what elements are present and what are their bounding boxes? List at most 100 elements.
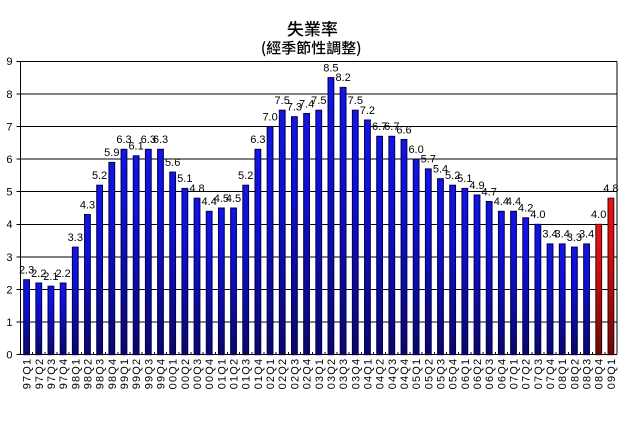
svg-text:5.7: 5.7 xyxy=(421,154,436,166)
svg-text:5.1: 5.1 xyxy=(177,173,192,185)
svg-text:97Q2: 97Q2 xyxy=(34,359,46,389)
svg-text:4.4: 4.4 xyxy=(506,196,521,208)
svg-text:4.7: 4.7 xyxy=(482,186,497,198)
svg-text:00Q2: 00Q2 xyxy=(180,359,192,389)
svg-text:7.0: 7.0 xyxy=(262,111,277,123)
svg-text:7.2: 7.2 xyxy=(360,105,375,117)
svg-text:8.2: 8.2 xyxy=(335,72,350,84)
svg-text:6.3: 6.3 xyxy=(141,134,156,146)
svg-text:4.2: 4.2 xyxy=(518,203,533,215)
svg-text:02Q3: 02Q3 xyxy=(289,359,301,389)
svg-text:5.9: 5.9 xyxy=(104,147,119,159)
svg-text:5.4: 5.4 xyxy=(433,164,448,176)
svg-text:99Q1: 99Q1 xyxy=(119,359,131,389)
svg-text:2.2: 2.2 xyxy=(55,268,70,280)
svg-text:07Q3: 07Q3 xyxy=(533,359,545,389)
svg-text:6.7: 6.7 xyxy=(372,121,387,133)
svg-text:8.5: 8.5 xyxy=(323,62,338,74)
svg-text:8: 8 xyxy=(6,89,12,101)
svg-text:5.2: 5.2 xyxy=(92,170,107,182)
svg-text:2.1: 2.1 xyxy=(43,271,58,283)
svg-text:06Q1: 06Q1 xyxy=(460,359,472,389)
svg-text:9: 9 xyxy=(6,56,12,68)
svg-text:07Q1: 07Q1 xyxy=(509,359,521,389)
svg-text:99Q3: 99Q3 xyxy=(143,359,155,389)
svg-text:99Q2: 99Q2 xyxy=(131,359,143,389)
svg-text:03Q1: 03Q1 xyxy=(314,359,326,389)
svg-text:0: 0 xyxy=(6,350,12,362)
svg-text:6.7: 6.7 xyxy=(384,121,399,133)
svg-text:04Q1: 04Q1 xyxy=(362,359,374,389)
svg-text:6.6: 6.6 xyxy=(396,124,411,136)
svg-text:06Q2: 06Q2 xyxy=(472,359,484,389)
svg-text:97Q1: 97Q1 xyxy=(22,359,34,389)
svg-text:98Q4: 98Q4 xyxy=(107,359,119,389)
svg-text:7.5: 7.5 xyxy=(348,95,363,107)
svg-text:00Q3: 00Q3 xyxy=(192,359,204,389)
svg-text:4.8: 4.8 xyxy=(189,183,204,195)
svg-text:6.3: 6.3 xyxy=(153,134,168,146)
svg-text:98Q1: 98Q1 xyxy=(70,359,82,389)
svg-text:2.3: 2.3 xyxy=(19,265,34,277)
svg-text:6: 6 xyxy=(6,154,12,166)
svg-text:4.0: 4.0 xyxy=(530,209,545,221)
svg-text:4.3: 4.3 xyxy=(80,199,95,211)
svg-text:6.3: 6.3 xyxy=(116,134,131,146)
svg-text:97Q4: 97Q4 xyxy=(58,359,70,389)
svg-text:06Q3: 06Q3 xyxy=(484,359,496,389)
svg-text:98Q3: 98Q3 xyxy=(95,359,107,389)
svg-text:05Q4: 05Q4 xyxy=(448,359,460,389)
svg-text:5.1: 5.1 xyxy=(457,173,472,185)
svg-text:98Q2: 98Q2 xyxy=(83,359,95,389)
svg-text:7.4: 7.4 xyxy=(299,98,314,110)
svg-text:7: 7 xyxy=(6,121,12,133)
svg-text:97Q3: 97Q3 xyxy=(46,359,58,389)
svg-text:4.5: 4.5 xyxy=(214,193,229,205)
svg-text:02Q1: 02Q1 xyxy=(265,359,277,389)
svg-text:01Q1: 01Q1 xyxy=(216,359,228,389)
svg-text:5.2: 5.2 xyxy=(238,170,253,182)
svg-text:6.3: 6.3 xyxy=(250,134,265,146)
svg-text:4.0: 4.0 xyxy=(591,209,606,221)
svg-text:02Q4: 02Q4 xyxy=(302,359,314,389)
svg-text:02Q2: 02Q2 xyxy=(277,359,289,389)
svg-text:08Q4: 08Q4 xyxy=(594,359,606,389)
svg-text:99Q4: 99Q4 xyxy=(156,359,168,389)
svg-text:3: 3 xyxy=(6,252,12,264)
svg-text:01Q3: 01Q3 xyxy=(241,359,253,389)
svg-text:3.4: 3.4 xyxy=(542,229,557,241)
svg-text:01Q4: 01Q4 xyxy=(253,359,265,389)
svg-text:3.3: 3.3 xyxy=(68,232,83,244)
svg-text:1: 1 xyxy=(6,317,12,329)
svg-text:06Q4: 06Q4 xyxy=(496,359,508,389)
svg-text:05Q3: 05Q3 xyxy=(436,359,448,389)
svg-text:03Q3: 03Q3 xyxy=(338,359,350,389)
svg-text:01Q2: 01Q2 xyxy=(229,359,241,389)
svg-text:3.3: 3.3 xyxy=(567,232,582,244)
svg-text:04Q2: 04Q2 xyxy=(375,359,387,389)
svg-text:5: 5 xyxy=(6,187,12,199)
svg-text:03Q2: 03Q2 xyxy=(326,359,338,389)
svg-text:4.4: 4.4 xyxy=(202,196,217,208)
svg-text:5.6: 5.6 xyxy=(165,157,180,169)
svg-text:2.2: 2.2 xyxy=(31,268,46,280)
svg-text:04Q4: 04Q4 xyxy=(399,359,411,389)
svg-text:3.4: 3.4 xyxy=(579,229,594,241)
svg-text:08Q3: 08Q3 xyxy=(582,359,594,389)
svg-text:7.5: 7.5 xyxy=(311,95,326,107)
svg-text:4.8: 4.8 xyxy=(603,183,618,195)
svg-text:6.0: 6.0 xyxy=(408,144,423,156)
svg-text:03Q4: 03Q4 xyxy=(350,359,362,389)
svg-text:3.4: 3.4 xyxy=(555,229,570,241)
svg-text:08Q2: 08Q2 xyxy=(569,359,581,389)
svg-text:09Q1: 09Q1 xyxy=(606,359,618,389)
svg-text:07Q2: 07Q2 xyxy=(521,359,533,389)
svg-text:2: 2 xyxy=(6,284,12,296)
svg-text:05Q2: 05Q2 xyxy=(423,359,435,389)
svg-text:00Q1: 00Q1 xyxy=(168,359,180,389)
svg-text:08Q1: 08Q1 xyxy=(557,359,569,389)
svg-text:5.2: 5.2 xyxy=(445,170,460,182)
svg-text:7.5: 7.5 xyxy=(275,95,290,107)
svg-text:07Q4: 07Q4 xyxy=(545,359,557,389)
svg-text:4.9: 4.9 xyxy=(469,180,484,192)
